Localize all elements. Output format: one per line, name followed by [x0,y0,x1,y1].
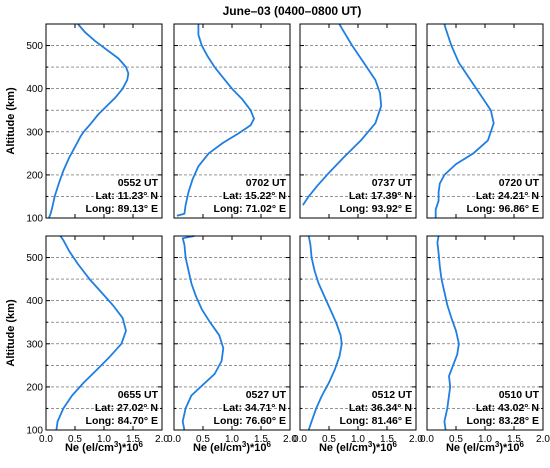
panel-longitude: Long: 83.28° E [467,415,539,427]
profile-line [56,236,126,430]
panel-latitude: Lat: 43.02° N [476,402,539,414]
profile-line [309,236,342,430]
x-axis-label: Ne (el/cm3)*106 [446,440,525,454]
profile-line [437,236,459,430]
y-tick-label: 200 [26,382,43,393]
panel-longitude: Long: 81.46° E [340,415,412,427]
panel-latitude: Lat: 11.23° N [95,190,158,202]
panel-longitude: Long: 89.13° E [86,203,158,215]
panel-longitude: Long: 84.70° E [86,415,158,427]
panel-latitude: Lat: 24.21° N [476,190,539,202]
x-axis-label: Ne (el/cm3)*106 [65,440,144,454]
panel-time: 0655 UT [118,389,159,401]
profile-line [49,24,128,218]
x-axis-label: Ne (el/cm3)*106 [193,440,272,454]
panel-latitude: Lat: 27.02° N [95,402,158,414]
x-tick-label: 0.0 [167,434,181,445]
panel-time: 0720 UT [499,177,540,189]
panel-time: 0510 UT [499,389,540,401]
panel-longitude: Long: 76.60° E [214,415,286,427]
profile-line [183,236,224,430]
y-tick-label: 400 [26,296,43,307]
panel-latitude: Lat: 36.34° N [349,402,412,414]
chart-title: June–03 (0400–0800 UT) [223,4,362,18]
x-tick-label: 2.0 [536,434,550,445]
panel-longitude: Long: 71.02° E [214,203,286,215]
panel-time: 0737 UT [372,177,413,189]
profile-line [177,24,254,216]
y-tick-label: 200 [26,170,43,181]
panel-longitude: Long: 96.86° E [467,203,539,215]
x-axis-label: Ne (el/cm3)*106 [319,440,398,454]
panel-time: 0552 UT [118,177,159,189]
y-axis-label: Altitude (km) [5,87,17,155]
y-tick-label: 500 [26,253,43,264]
y-tick-label: 400 [26,84,43,95]
x-tick-label: 0.0 [39,434,53,445]
panel-latitude: Lat: 34.71° N [223,402,286,414]
y-tick-label: 100 [26,214,43,225]
panel-time: 0512 UT [372,389,413,401]
profile-line [303,24,381,205]
y-tick-label: 300 [26,127,43,138]
profile-line [436,24,494,218]
panel-time: 0702 UT [246,177,287,189]
x-tick-label: 0.0 [420,434,434,445]
panel-latitude: Lat: 17.39° N [349,190,412,202]
panel-time: 0527 UT [246,389,287,401]
x-tick-label: 0.0 [293,434,307,445]
y-axis-label: Altitude (km) [5,299,17,367]
y-tick-label: 300 [26,339,43,350]
panel-longitude: Long: 93.92° E [340,203,412,215]
panel-latitude: Lat: 15.22° N [223,190,286,202]
y-tick-label: 500 [26,41,43,52]
